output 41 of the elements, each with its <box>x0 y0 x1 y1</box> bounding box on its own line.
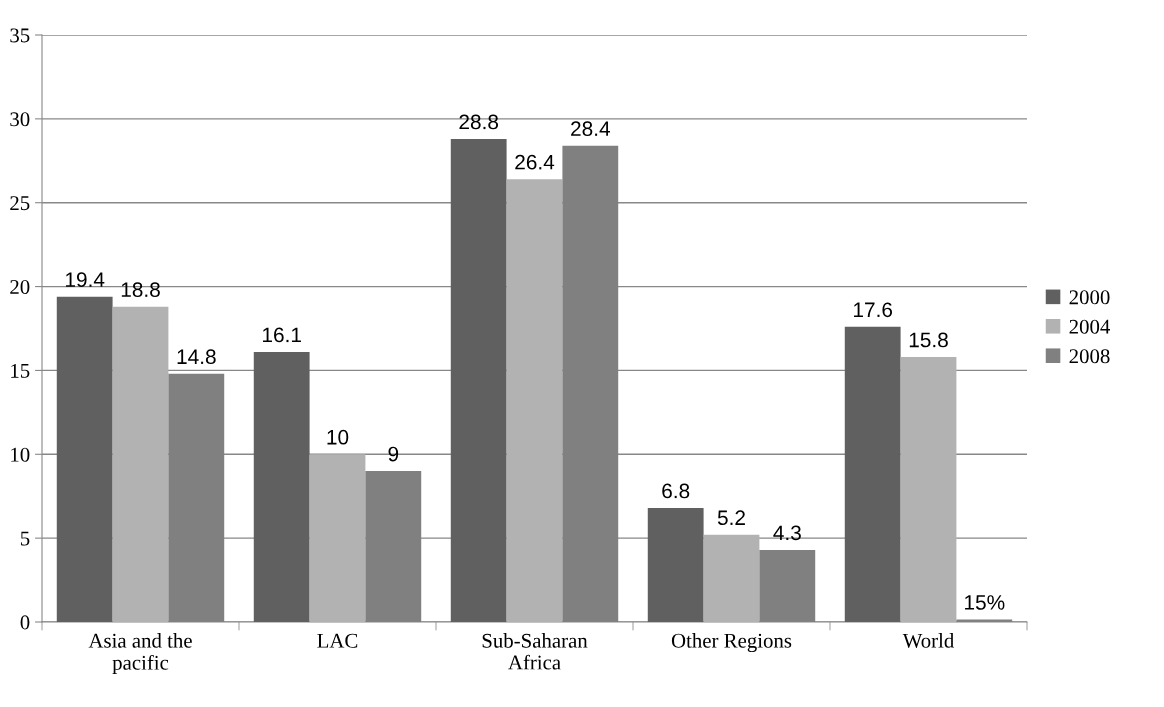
bar <box>506 179 563 622</box>
bar <box>703 534 760 622</box>
data-label: 9 <box>388 446 399 462</box>
data-label: 15.8 <box>909 332 948 348</box>
data-label: 26.4 <box>515 154 555 170</box>
bar <box>56 296 113 622</box>
y-tick-label: 10 <box>11 447 30 462</box>
data-label: 15% <box>965 595 1005 610</box>
x-tick-label: World <box>902 633 955 648</box>
y-tick-label: 35 <box>10 28 30 43</box>
x-tick-label: Asia and the pacific <box>88 633 192 675</box>
y-tick-label: 25 <box>10 196 30 211</box>
y-tick-label: 20 <box>10 279 30 294</box>
x-tick-label: Sub-Saharan Africa <box>482 633 588 670</box>
bar <box>844 326 901 622</box>
data-label: 4.3 <box>773 525 801 541</box>
data-label: 10 <box>327 429 349 445</box>
y-tick-label: 15 <box>11 363 30 378</box>
data-label: 18.8 <box>121 282 160 298</box>
y-tick-label: 30 <box>10 112 30 127</box>
y-tick-label: 0 <box>20 615 30 630</box>
legend-label: 2000 <box>1069 290 1110 305</box>
legend-label: 2008 <box>1069 349 1110 364</box>
x-tick-label: Other Regions <box>671 633 792 653</box>
x-tick-label: LAC <box>317 633 358 648</box>
bar <box>450 138 507 622</box>
y-tick-label: 5 <box>20 531 30 546</box>
data-label: 14.8 <box>177 349 216 365</box>
data-label: 28.4 <box>571 121 610 137</box>
data-label: 17.6 <box>854 302 893 318</box>
data-label: 6.8 <box>662 483 690 499</box>
bar <box>309 454 366 622</box>
bar <box>253 351 310 622</box>
bar <box>112 306 169 622</box>
bar <box>900 357 957 622</box>
bar <box>647 507 704 622</box>
legend-label: 2004 <box>1069 319 1111 334</box>
data-label: 28.8 <box>459 114 499 130</box>
data-label: 16.1 <box>263 327 301 343</box>
data-label: 19.4 <box>66 272 105 287</box>
data-label: 5.2 <box>717 510 745 526</box>
